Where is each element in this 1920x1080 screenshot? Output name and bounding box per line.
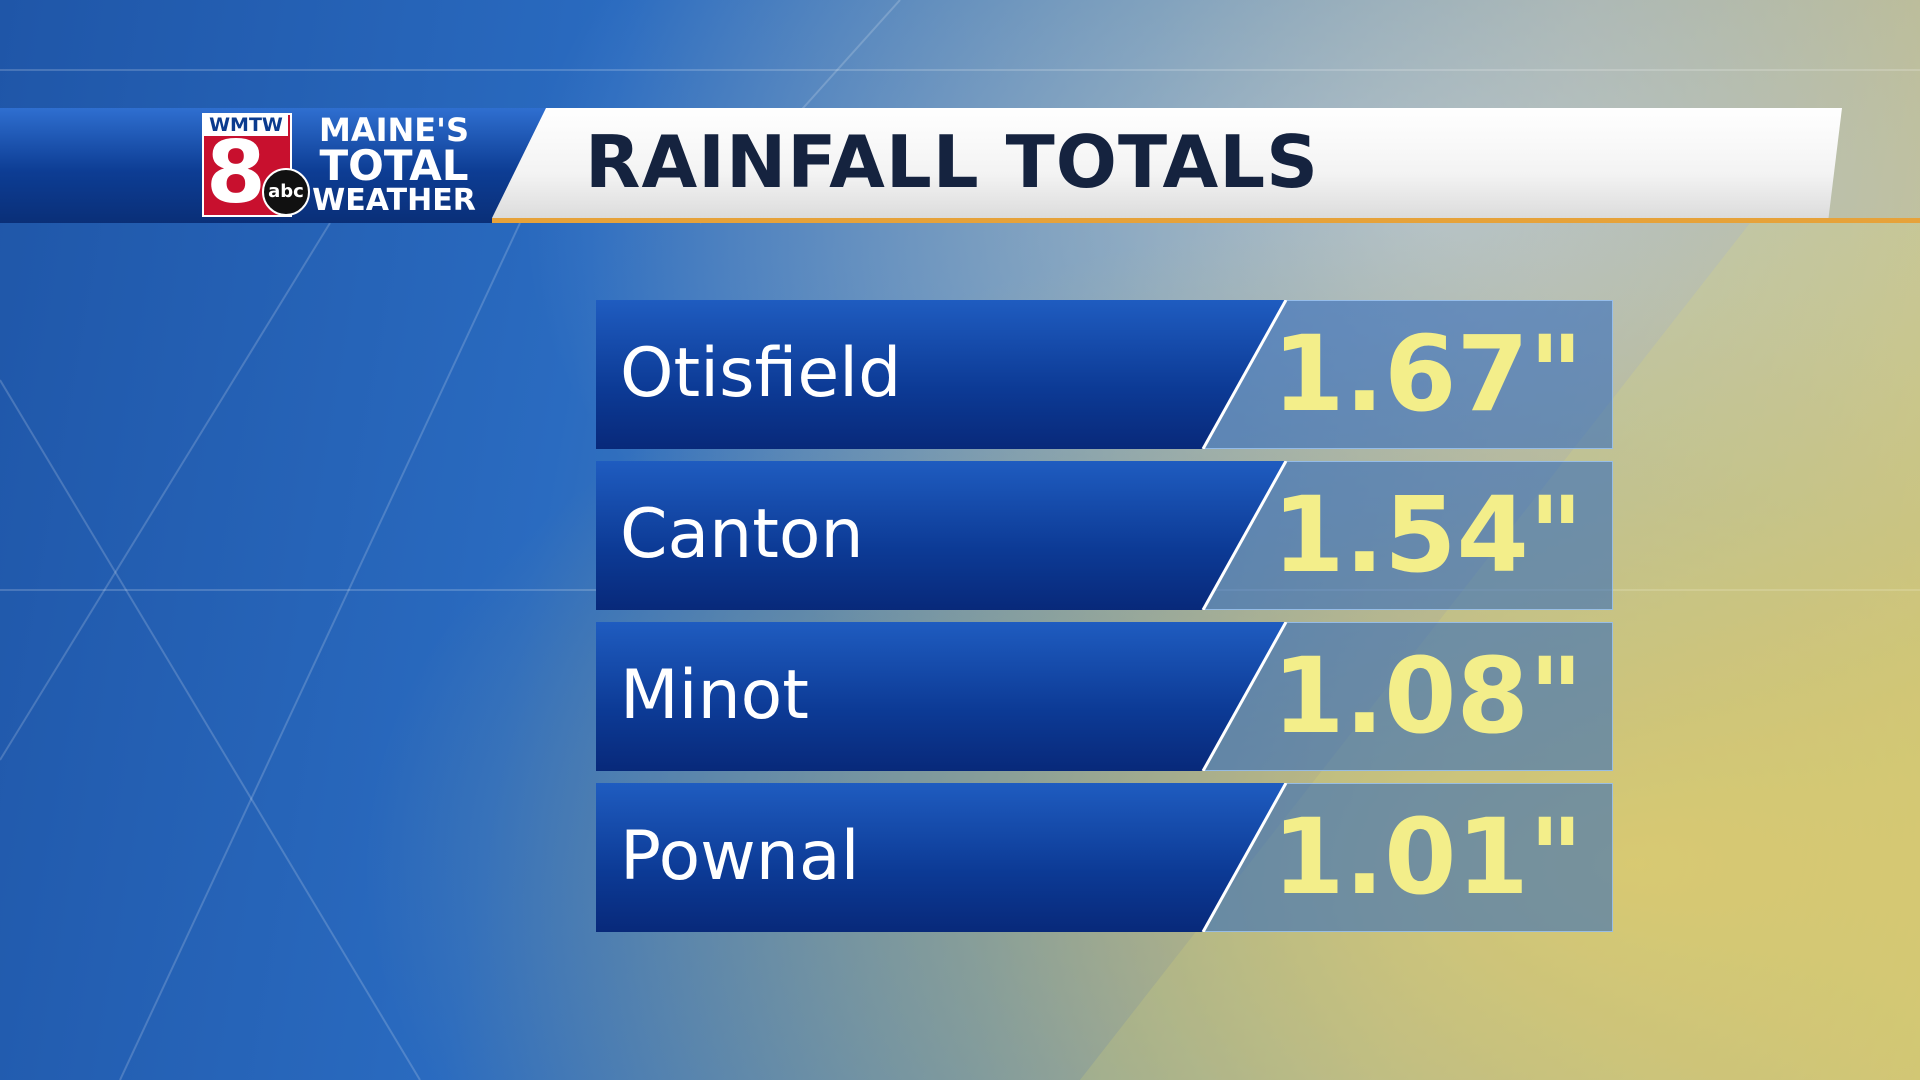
logo-station: WMTW bbox=[204, 114, 288, 136]
rainfall-total: 1.08" bbox=[1272, 635, 1583, 757]
rainfall-total: 1.01" bbox=[1272, 796, 1583, 918]
rainfall-total: 1.67" bbox=[1272, 313, 1583, 435]
location: Pownal bbox=[620, 817, 860, 896]
location: Minot bbox=[620, 656, 809, 735]
row-divider bbox=[1201, 300, 1288, 449]
rainfall-total: 1.54" bbox=[1272, 474, 1583, 596]
rainfall-row: Minot 1.08" bbox=[596, 622, 1613, 771]
location: Canton bbox=[620, 495, 864, 574]
logo-channel: 8 bbox=[206, 123, 266, 223]
row-divider bbox=[1201, 461, 1288, 610]
brand-line: WEATHER bbox=[312, 183, 476, 218]
row-divider bbox=[1201, 622, 1288, 771]
title: RAINFALL TOTALS bbox=[585, 120, 1319, 204]
brand-line: MAINE'S bbox=[319, 111, 469, 149]
row-location-panel bbox=[596, 783, 1286, 932]
brand-line: TOTAL bbox=[319, 141, 469, 190]
row-location-panel bbox=[596, 622, 1286, 771]
row-location-panel bbox=[596, 461, 1286, 610]
rainfall-row: Otisfield 1.67" bbox=[596, 300, 1613, 449]
rainfall-row: Pownal 1.01" bbox=[596, 783, 1613, 932]
row-location-panel bbox=[596, 300, 1286, 449]
rainfall-row: Canton 1.54" bbox=[596, 461, 1613, 610]
location: Otisfield bbox=[620, 334, 902, 413]
title-banner bbox=[492, 108, 1842, 218]
title-underline bbox=[492, 218, 1920, 223]
logo-network: abc bbox=[262, 168, 310, 216]
row-divider bbox=[1201, 783, 1288, 932]
